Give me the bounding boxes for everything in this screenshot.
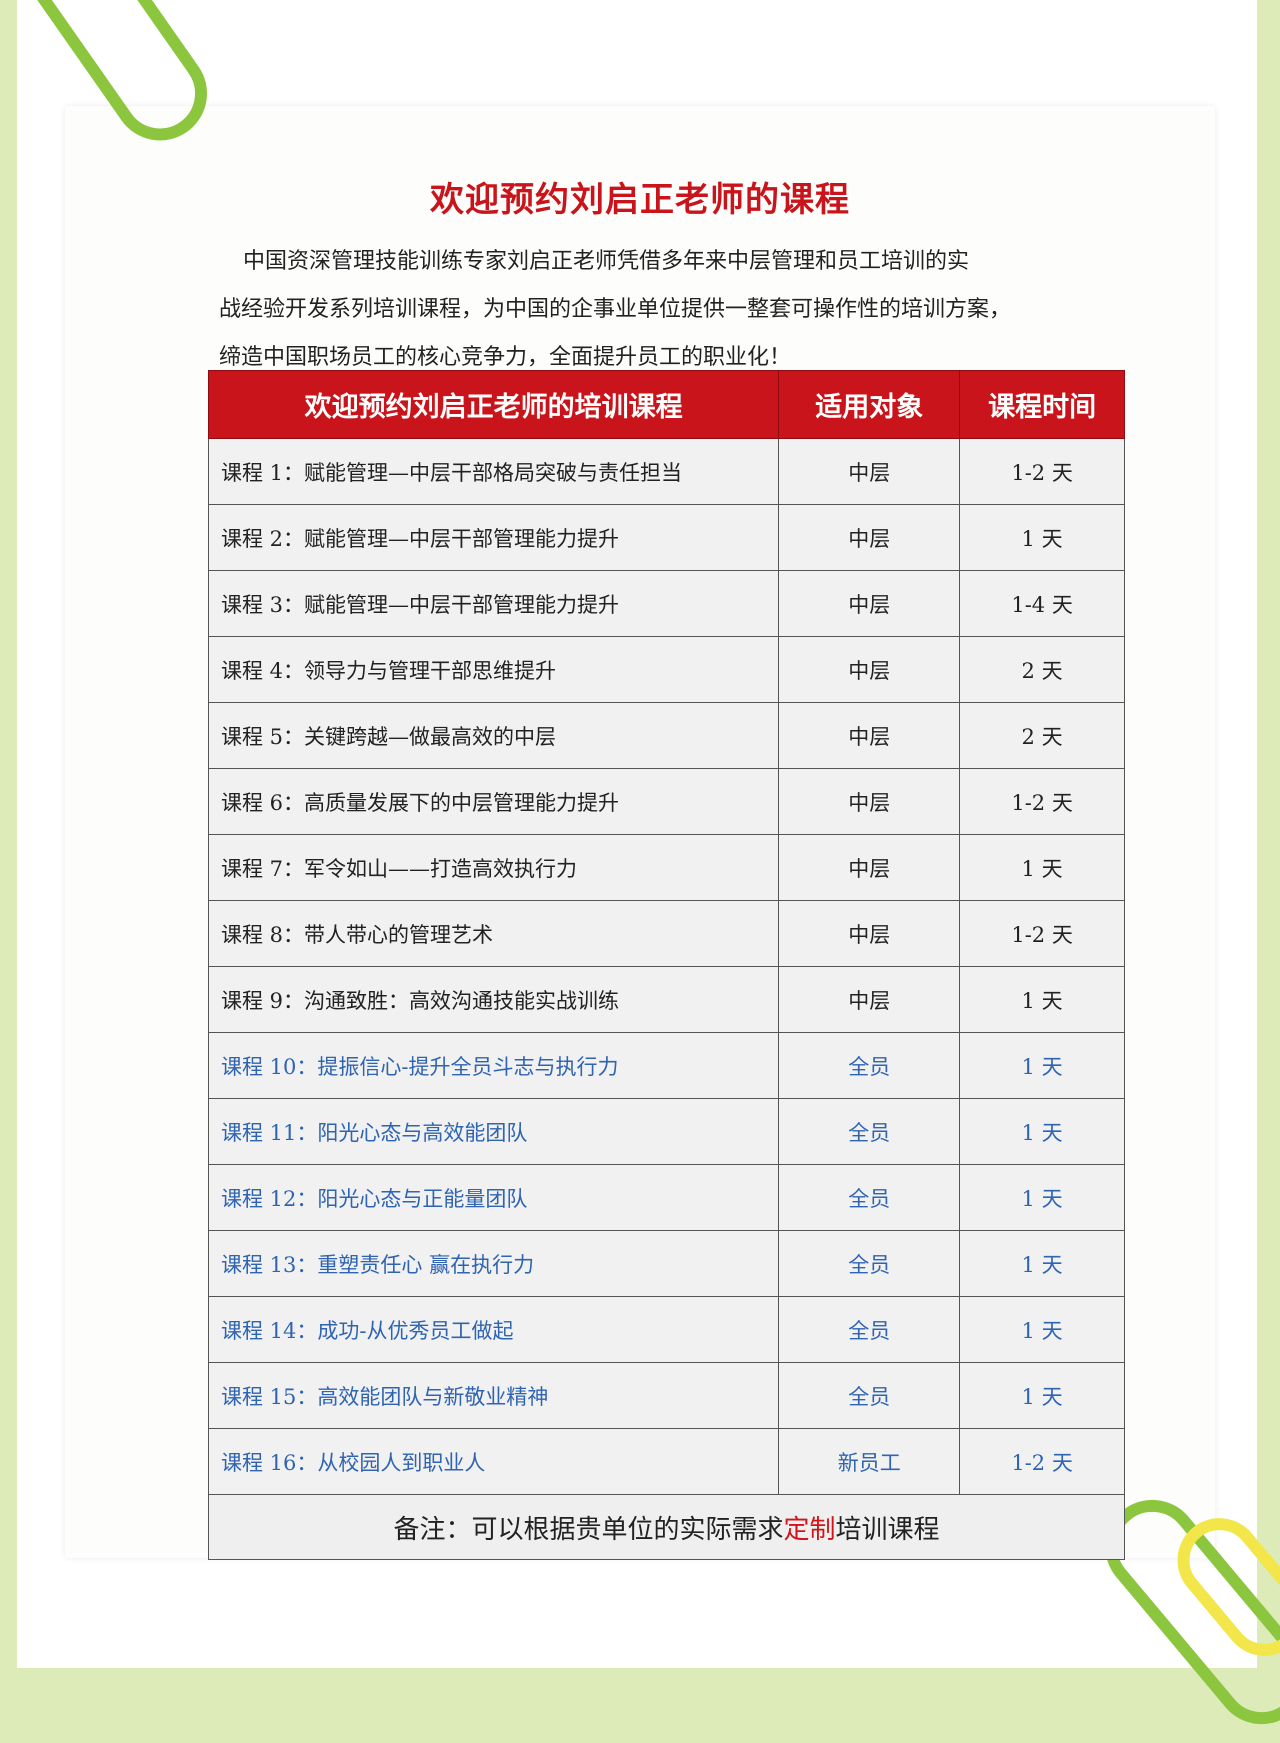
intro-paragraph: 中国资深管理技能训练专家刘启正老师凭借多年来中层管理和员工培训的实 战经验开发系… [219, 238, 1079, 382]
course-cell: 课程 14：成功-从优秀员工做起 [207, 1296, 780, 1363]
table-row: 课程 5：关键跨越—做最高效的中层 中层 2 天 [207, 702, 1125, 769]
table-row: 课程 7：军令如山——打造高效执行力 中层 1 天 [207, 834, 1125, 901]
duration-cell: 1 天 [959, 834, 1125, 901]
duration-cell: 1 天 [959, 1230, 1125, 1297]
audience-cell: 中层 [778, 702, 961, 769]
duration-cell: 1 天 [959, 504, 1125, 571]
table-row: 课程 4：领导力与管理干部思维提升 中层 2 天 [207, 636, 1125, 703]
audience-cell: 全员 [778, 1362, 961, 1429]
course-cell: 课程 9：沟通致胜：高效沟通技能实战训练 [207, 966, 780, 1033]
duration-cell: 1-4 天 [959, 570, 1125, 637]
audience-cell: 中层 [778, 438, 961, 505]
course-cell: 课程 2：赋能管理—中层干部管理能力提升 [207, 504, 780, 571]
duration-cell: 1-2 天 [959, 1428, 1125, 1495]
course-cell: 课程 4：领导力与管理干部思维提升 [207, 636, 780, 703]
table-row: 课程 11：阳光心态与高效能团队 全员 1 天 [207, 1098, 1125, 1165]
audience-cell: 中层 [778, 504, 961, 571]
note-highlight: 定制 [783, 1514, 836, 1545]
course-cell: 课程 10：提振信心-提升全员斗志与执行力 [207, 1032, 780, 1099]
audience-cell: 中层 [778, 834, 961, 901]
audience-cell: 中层 [778, 900, 961, 967]
note-suffix: 培训课程 [835, 1514, 940, 1545]
audience-cell: 中层 [778, 768, 961, 835]
table-row: 课程 15：高效能团队与新敬业精神 全员 1 天 [207, 1362, 1125, 1429]
audience-cell: 全员 [778, 1032, 961, 1099]
course-cell: 课程 8：带人带心的管理艺术 [207, 900, 780, 967]
audience-cell: 全员 [778, 1296, 961, 1363]
table-header-row: 欢迎预约刘启正老师的培训课程 适用对象 课程时间 [207, 370, 1125, 439]
duration-cell: 1-2 天 [959, 768, 1125, 835]
course-cell: 课程 7：军令如山——打造高效执行力 [207, 834, 780, 901]
note-prefix: 备注：可以根据贵单位的实际需求 [393, 1514, 784, 1545]
intro-line: 战经验开发系列培训课程，为中国的企事业单位提供一整套可操作性的培训方案， [219, 297, 1012, 322]
intro-line: 缔造中国职场员工的核心竞争力，全面提升员工的职业化！ [219, 345, 792, 370]
course-cell: 课程 12：阳光心态与正能量团队 [207, 1164, 780, 1231]
course-cell: 课程 6：高质量发展下的中层管理能力提升 [207, 768, 780, 835]
table-row: 课程 8：带人带心的管理艺术 中层 1-2 天 [207, 900, 1125, 967]
table-row: 课程 3：赋能管理—中层干部管理能力提升 中层 1-4 天 [207, 570, 1125, 637]
header-course: 欢迎预约刘启正老师的培训课程 [207, 370, 780, 439]
duration-cell: 1 天 [959, 1362, 1125, 1429]
course-cell: 课程 15：高效能团队与新敬业精神 [207, 1362, 780, 1429]
note-cell: 备注：可以根据贵单位的实际需求定制培训课程 [208, 1494, 1125, 1560]
duration-cell: 1 天 [959, 1032, 1125, 1099]
course-cell: 课程 11：阳光心态与高效能团队 [207, 1098, 780, 1165]
course-cell: 课程 1：赋能管理—中层干部格局突破与责任担当 [207, 438, 780, 505]
course-cell: 课程 3：赋能管理—中层干部管理能力提升 [207, 570, 780, 637]
audience-cell: 全员 [778, 1230, 961, 1297]
table-row: 课程 14：成功-从优秀员工做起 全员 1 天 [207, 1296, 1125, 1363]
duration-cell: 2 天 [959, 636, 1125, 703]
table-row: 课程 2：赋能管理—中层干部管理能力提升 中层 1 天 [207, 504, 1125, 571]
audience-cell: 全员 [778, 1164, 961, 1231]
audience-cell: 中层 [778, 966, 961, 1033]
header-duration: 课程时间 [959, 370, 1125, 439]
table-row: 课程 9：沟通致胜：高效沟通技能实战训练 中层 1 天 [207, 966, 1125, 1033]
audience-cell: 新员工 [778, 1428, 961, 1495]
audience-cell: 中层 [778, 570, 961, 637]
table-row: 课程 13：重塑责任心 赢在执行力 全员 1 天 [207, 1230, 1125, 1297]
course-cell: 课程 16：从校园人到职业人 [207, 1428, 780, 1495]
duration-cell: 1-2 天 [959, 438, 1125, 505]
header-audience: 适用对象 [778, 370, 961, 439]
duration-cell: 1 天 [959, 1098, 1125, 1165]
duration-cell: 2 天 [959, 702, 1125, 769]
duration-cell: 1 天 [959, 966, 1125, 1033]
audience-cell: 全员 [778, 1098, 961, 1165]
duration-cell: 1 天 [959, 1296, 1125, 1363]
course-table: 欢迎预约刘启正老师的培训课程 适用对象 课程时间 课程 1：赋能管理—中层干部格… [207, 370, 1125, 1560]
note-row: 备注：可以根据贵单位的实际需求定制培训课程 [208, 1494, 1125, 1560]
table-row: 课程 1：赋能管理—中层干部格局突破与责任担当 中层 1-2 天 [207, 438, 1125, 505]
course-cell: 课程 5：关键跨越—做最高效的中层 [207, 702, 780, 769]
table-row: 课程 6：高质量发展下的中层管理能力提升 中层 1-2 天 [207, 768, 1125, 835]
duration-cell: 1 天 [959, 1164, 1125, 1231]
duration-cell: 1-2 天 [959, 900, 1125, 967]
intro-line: 中国资深管理技能训练专家刘启正老师凭借多年来中层管理和员工培训的实 [243, 249, 970, 274]
page-title: 欢迎预约刘启正老师的课程 [430, 180, 850, 220]
table-row: 课程 10：提振信心-提升全员斗志与执行力 全员 1 天 [207, 1032, 1125, 1099]
audience-cell: 中层 [778, 636, 961, 703]
course-cell: 课程 13：重塑责任心 赢在执行力 [207, 1230, 780, 1297]
table-row: 课程 12：阳光心态与正能量团队 全员 1 天 [207, 1164, 1125, 1231]
table-row: 课程 16：从校园人到职业人 新员工 1-2 天 [207, 1428, 1125, 1495]
